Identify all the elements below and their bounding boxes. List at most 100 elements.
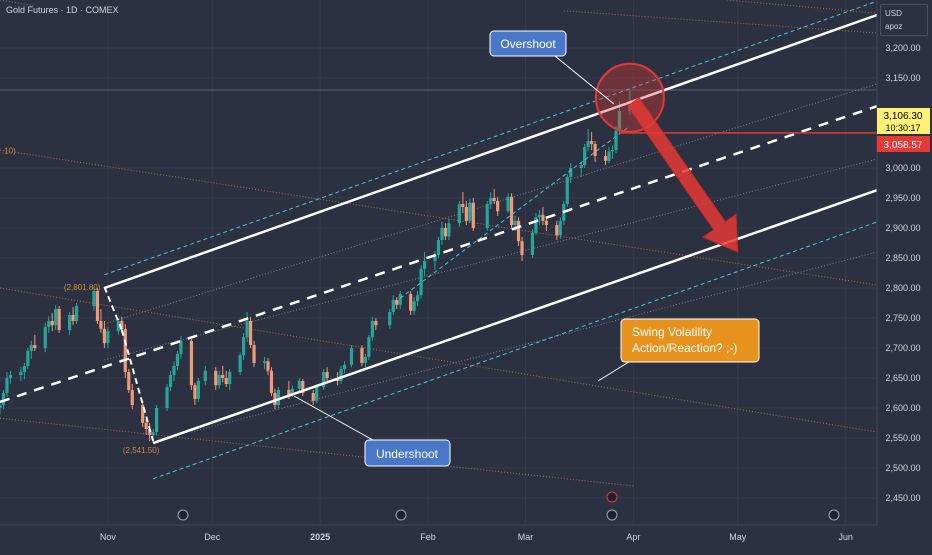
candle-body	[617, 111, 622, 131]
candle-body	[471, 202, 475, 228]
candle-body	[530, 232, 535, 255]
y-tick-label: 3,150.00	[885, 73, 920, 83]
candle-body	[349, 348, 354, 365]
candle-body	[590, 141, 594, 144]
exchange: COMEX	[85, 5, 119, 15]
candle-body	[607, 151, 611, 161]
y-tick-label: 2,700.00	[885, 343, 920, 353]
candle-body	[367, 337, 371, 357]
alert-flash-icon[interactable]	[606, 491, 618, 503]
candle-body	[468, 202, 472, 221]
candle-body	[144, 423, 148, 429]
candle-body	[610, 150, 615, 152]
candle-body	[127, 372, 131, 390]
swing-text-line1: Swing Volatility	[632, 325, 712, 339]
undershoot-text: Undershoot	[376, 447, 439, 461]
candle-body	[290, 388, 294, 395]
candle-body	[92, 291, 96, 306]
candle-body	[360, 348, 364, 363]
label-left-fragment: .10)	[2, 147, 16, 156]
candle-body	[603, 156, 608, 161]
candle-body	[57, 309, 61, 330]
candle-body	[339, 369, 343, 381]
candle-body	[248, 321, 253, 345]
candle-body	[214, 370, 218, 386]
candle-body	[116, 321, 120, 332]
candle-body	[172, 366, 176, 375]
x-tick-label: Feb	[420, 532, 436, 542]
y-tick-label: 2,500.00	[885, 463, 920, 473]
candles-layer	[0, 90, 632, 444]
candle-body	[464, 207, 468, 221]
candle-body	[165, 387, 169, 408]
x-tick-label: Nov	[100, 532, 117, 542]
event-icon[interactable]	[177, 509, 189, 521]
level-price-badge	[877, 136, 930, 152]
candle-body	[155, 408, 159, 432]
candle-body	[22, 366, 26, 372]
callouts-layer: Overshoot Undershoot Swing Volatility Ac…	[293, 30, 760, 467]
candle-body	[457, 204, 461, 224]
event-icon[interactable]	[606, 509, 618, 521]
x-tick-labels: Nov Dec 2025 Feb Mar Apr May Jun	[100, 532, 853, 542]
candle-body	[558, 220, 562, 236]
candle-body	[54, 309, 58, 326]
zigzag-segment	[103, 286, 123, 331]
candle-body	[447, 223, 451, 237]
candle-body	[252, 345, 256, 363]
candle-body	[506, 196, 510, 212]
candle-body	[228, 372, 232, 384]
candle-body	[269, 370, 274, 393]
candle-body	[496, 201, 500, 212]
candle-body	[412, 301, 416, 311]
candle-body	[433, 255, 437, 261]
candle-body	[409, 294, 413, 311]
candle-body	[555, 225, 559, 236]
candle-body	[391, 300, 395, 312]
orange-trendline	[0, 417, 634, 487]
user-label: apoz	[885, 22, 903, 31]
cyan-dashed-lower	[152, 221, 878, 480]
y-tick-label: 2,650.00	[885, 373, 920, 383]
candle-body	[266, 361, 270, 371]
candle-body	[95, 291, 100, 321]
candle-body	[509, 196, 514, 225]
projection-arrow	[626, 97, 739, 253]
candle-body	[485, 204, 489, 228]
candle-body	[301, 381, 305, 393]
candle-body	[196, 381, 200, 399]
swing-pointer	[597, 359, 633, 382]
candle-body	[593, 144, 597, 156]
x-tick-label: Jun	[838, 532, 853, 542]
candle-body	[120, 321, 124, 329]
candle-body	[106, 331, 110, 344]
y-tick-label: 2,950.00	[885, 193, 920, 203]
event-icons[interactable]	[177, 491, 840, 521]
candle-body	[614, 130, 618, 150]
candle-body	[541, 214, 545, 221]
candle-body	[68, 315, 72, 330]
currency-box[interactable]: USD apoz	[880, 4, 928, 36]
candle-body	[238, 355, 242, 372]
candle-body	[287, 390, 291, 395]
candle-body	[203, 370, 207, 381]
candle-body	[74, 306, 79, 321]
candle-body	[565, 177, 569, 204]
level-price-text: 3,058.57	[884, 140, 923, 151]
x-tick-label: Apr	[626, 532, 640, 542]
candle-body	[123, 328, 127, 372]
candle-body	[297, 381, 301, 389]
candle-body	[189, 340, 194, 386]
candle-body	[516, 220, 521, 242]
candle-body	[513, 220, 517, 225]
event-icon[interactable]	[828, 509, 840, 521]
interval: 1D	[66, 5, 78, 15]
event-icon[interactable]	[395, 509, 407, 521]
y-tick-label: 2,450.00	[885, 493, 920, 503]
candle-body	[43, 327, 47, 348]
candle-body	[416, 295, 420, 302]
y-tick-label: 2,550.00	[885, 433, 920, 443]
candle-body	[29, 345, 33, 351]
candle-body	[0, 405, 2, 408]
